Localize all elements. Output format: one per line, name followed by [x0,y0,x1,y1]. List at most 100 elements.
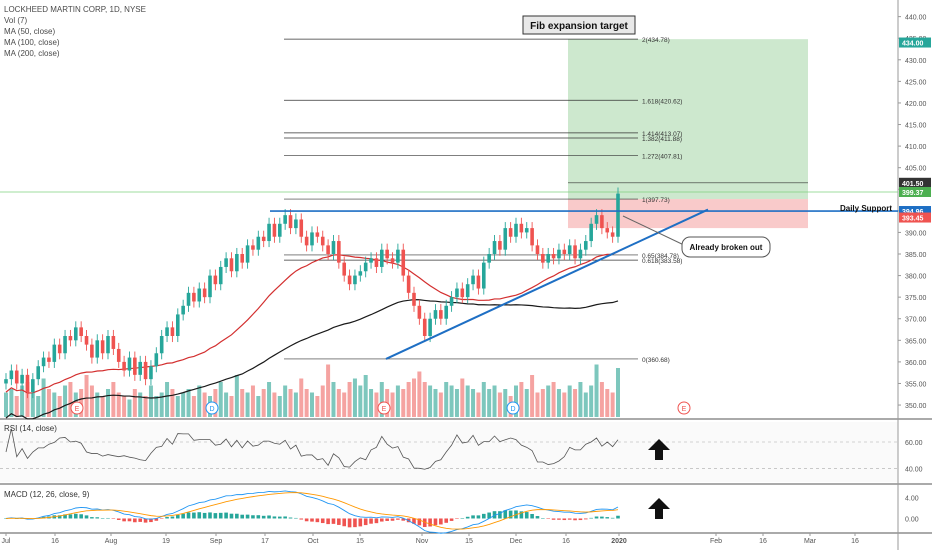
volume-bar [347,382,352,417]
candle-body [535,245,540,254]
macd-histogram-bar [594,516,599,519]
candle-body [251,245,255,250]
candle-body [197,288,202,302]
macd-histogram-bar [530,513,534,519]
macd-histogram-bar [524,512,529,519]
candle-body [79,327,83,336]
time-tick-label: Dec [510,538,523,545]
ascending-trendline [385,208,709,360]
candle-body [63,336,67,354]
candle-body [95,340,100,358]
candle-body [143,361,148,380]
candle-body [294,219,298,229]
candle-body [218,266,223,285]
candle-body [605,228,610,233]
candle-body [47,357,51,362]
candle-body [594,215,599,224]
legend-ma50[interactable]: MA (50, close) [4,27,56,36]
fib-target-box [522,15,636,35]
macd-histogram-bar [165,517,169,519]
volume-bar [556,389,561,417]
candle-body [84,336,89,345]
volume-bar [422,382,427,417]
candle-body [272,223,277,237]
candle-body [116,348,121,362]
volume-bar [148,385,153,417]
price-label-badge [899,206,931,217]
price-label-text: 394.96 [902,209,924,216]
price-tick-label: 390.00 [905,230,927,237]
candle-body [401,249,406,276]
symbol-title[interactable]: LOCKHEED MARTIN CORP, 1D, NYSE [4,5,146,14]
fib-level-label: 1(397.73) [642,197,670,204]
candle-body [417,305,422,319]
broken-out-label: Already broken out [690,243,763,252]
volume-bar [438,392,443,417]
candle-body [449,297,454,306]
volume-bar [406,382,411,417]
candle-body [616,193,620,237]
candle-body [492,241,497,254]
time-tick-label: Feb [710,538,722,545]
legend-ma100[interactable]: MA (100, close) [4,38,60,47]
volume-bar [535,392,540,417]
price-tick-label: 420.00 [905,101,927,108]
macd-histogram-bar [610,517,615,519]
macd-histogram-bar [272,516,277,519]
fib-level-label: 0.618(383.58) [642,258,682,265]
macd-histogram-bar [245,514,250,519]
macd-histogram-bar [175,515,180,519]
macd-histogram-bar [197,512,202,519]
volume-bar [379,382,384,417]
macd-histogram-bar [337,518,341,525]
volume-bar [395,385,400,417]
volume-bar [20,385,25,417]
macd-histogram-bar [546,518,551,519]
volume-bar [594,364,599,417]
price-label-badge [899,37,931,48]
price-tick-label: 425.00 [905,79,927,86]
volume-bar [476,392,481,417]
time-tick-label: 16 [51,538,59,545]
volume-bar [159,392,164,417]
fib-level-label: 1.414(413.07) [642,131,682,138]
rsi-up-arrow-icon [648,439,670,460]
candle-body [524,228,529,233]
candle-body [202,288,207,298]
macd-histogram-bar [535,516,540,519]
legend-ma200[interactable]: MA (200, close) [4,49,60,58]
price-label-badge [899,186,931,197]
macd-histogram-bar [541,518,545,519]
volume-bar [63,385,68,417]
macd-histogram-bar [379,518,384,522]
candle-body [36,366,41,380]
macd-histogram-bar [396,518,400,520]
macd-histogram-bar [256,515,261,519]
macd-histogram-bar [551,518,556,520]
time-tick-label: 16 [851,538,859,545]
volume-bar [428,385,433,417]
volume-bar [165,382,170,417]
macd-histogram-bar [412,518,416,524]
volume-bar [352,378,357,417]
volume-bar [433,389,438,417]
candle-body [4,379,8,384]
macd-histogram-bar [557,518,561,520]
volume-bar [143,396,148,417]
volume-bar [573,389,578,417]
macd-histogram-bar [68,514,73,519]
price-tick-label: 415.00 [905,123,927,130]
candle-body [111,336,116,349]
volume-bar [331,382,336,417]
candle-body [133,357,137,375]
macd-histogram-bar [433,518,438,526]
candle-body [444,305,449,319]
candle-body [390,258,395,263]
fib-target-label: Fib expansion target [530,21,628,32]
volume-bar [336,389,341,417]
candle-body [320,236,325,246]
legend-volume[interactable]: Vol (7) [4,16,28,25]
volume-bar [605,389,610,417]
macd-histogram-bar [326,518,330,525]
